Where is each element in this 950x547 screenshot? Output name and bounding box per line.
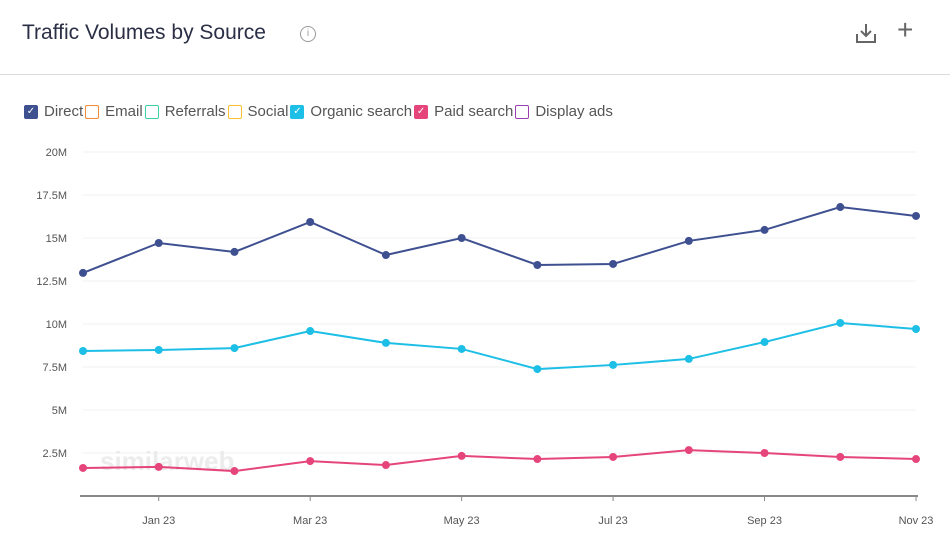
checkbox-icon[interactable] (515, 104, 530, 119)
data-point-organic-search (912, 324, 920, 333)
data-point-direct (684, 236, 693, 245)
legend-item-organic-search[interactable]: ✓ Organic search (290, 103, 412, 120)
data-point-paid-search (760, 449, 769, 457)
data-point-paid-search (457, 451, 466, 460)
y-tick-label: 12.5M (36, 276, 67, 288)
data-point-organic-search (457, 344, 466, 353)
data-point-organic-search (230, 344, 239, 353)
y-tick-label: 20M (46, 147, 67, 159)
data-point-organic-search (306, 327, 315, 336)
data-point-paid-search (381, 461, 390, 470)
data-point-organic-search (533, 365, 542, 374)
data-point-organic-search (684, 354, 693, 363)
legend-label: Organic search (310, 103, 413, 120)
series-line-paid-search (82, 449, 917, 473)
data-point-direct (79, 268, 87, 277)
legend-item-social[interactable]: Social (227, 103, 289, 120)
legend: ✓ Direct Email Referrals Social ✓ Organic sear… (24, 103, 615, 120)
data-point-direct (457, 234, 466, 242)
legend-item-email[interactable]: Email (85, 103, 143, 120)
data-point-paid-search (533, 455, 542, 464)
data-point-paid-search (154, 462, 163, 471)
x-tick-label: May 23 (444, 515, 480, 527)
data-point-paid-search (912, 455, 920, 464)
data-point-direct (836, 203, 845, 212)
x-tick-label: Sep 23 (747, 515, 782, 527)
data-point-paid-search (836, 452, 845, 461)
y-tick-label: 15M (46, 233, 67, 245)
data-point-direct (609, 259, 618, 268)
data-point-direct (306, 218, 315, 227)
legend-item-display-ads[interactable]: Display ads (515, 103, 613, 120)
legend-label: Paid search (434, 103, 514, 120)
data-point-direct (381, 251, 390, 260)
info-icon[interactable]: i (300, 26, 316, 42)
data-point-organic-search (760, 338, 769, 347)
series-line-organic-search (82, 321, 917, 371)
download-icon[interactable] (855, 22, 877, 44)
y-tick-label: 7.5M (43, 362, 67, 374)
data-point-organic-search (154, 345, 163, 354)
data-point-paid-search (684, 446, 693, 455)
legend-label: Referrals (164, 103, 226, 120)
checkbox-icon[interactable]: ✓ (24, 104, 38, 119)
header: Traffic Volumes by Source i + (0, 0, 950, 75)
x-tick-label: Jul 23 (598, 515, 627, 527)
data-point-organic-search (79, 347, 87, 356)
data-point-direct (760, 225, 769, 234)
data-point-organic-search (609, 360, 618, 369)
legend-label: Direct (44, 103, 84, 120)
series-line-direct (82, 206, 917, 274)
legend-label: Display ads (535, 103, 613, 120)
checkbox-icon[interactable] (227, 104, 242, 119)
data-point-paid-search (306, 457, 315, 466)
y-tick-label: 5M (52, 405, 67, 417)
data-point-paid-search (609, 452, 618, 461)
x-tick-label: Jan 23 (142, 515, 175, 527)
chart-title: Traffic Volumes by Source (22, 21, 266, 44)
plus-icon[interactable]: + (897, 14, 914, 45)
data-point-organic-search (836, 318, 845, 327)
legend-label: Social (247, 103, 289, 120)
y-tick-label: 2.5M (43, 448, 67, 460)
checkbox-icon[interactable]: ✓ (414, 104, 429, 119)
legend-item-direct[interactable]: ✓ Direct (24, 103, 83, 120)
data-point-direct (154, 238, 163, 247)
data-point-paid-search (79, 463, 87, 472)
data-point-paid-search (230, 467, 239, 476)
legend-item-paid-search[interactable]: ✓ Paid search (414, 103, 513, 120)
x-tick-label: Nov 23 (899, 515, 934, 527)
y-tick-label: 17.5M (36, 190, 67, 202)
data-point-direct (230, 247, 239, 256)
checkbox-icon[interactable]: ✓ (290, 104, 305, 119)
x-tick-label: Mar 23 (293, 515, 327, 527)
legend-label: Email (105, 103, 143, 120)
watermark: similarweb (100, 446, 234, 476)
checkbox-icon[interactable] (144, 104, 159, 119)
data-point-direct (533, 261, 542, 270)
data-point-direct (912, 211, 920, 220)
data-point-organic-search (381, 338, 390, 347)
y-tick-label: 10M (46, 319, 67, 331)
checkbox-icon[interactable] (85, 104, 100, 119)
legend-item-referrals[interactable]: Referrals (144, 103, 226, 120)
